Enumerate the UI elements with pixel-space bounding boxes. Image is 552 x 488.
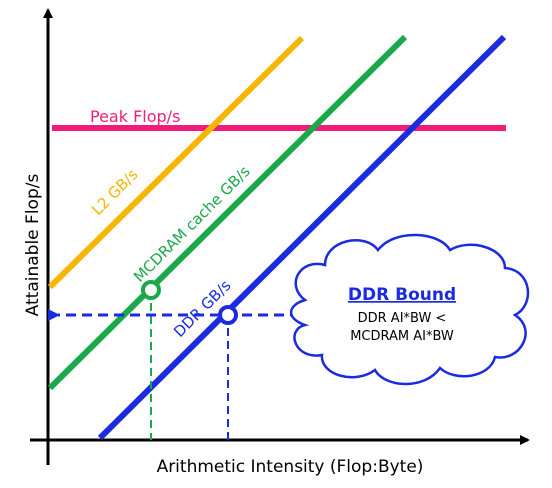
x-axis-label: Arithmetic Intensity (Flop:Byte) [157, 457, 424, 477]
ddr-bound-cloud [289, 233, 530, 386]
cloud-line-2: MCDRAM AI*BW [350, 329, 454, 344]
l2-bandwidth-line [47, 35, 305, 290]
mcdram-bandwidth-line [47, 34, 408, 391]
l2-label: L2 GB/s [88, 165, 141, 218]
cloud-title: DDR Bound [348, 285, 456, 305]
peak-flops-label: Peak Flop/s [90, 107, 180, 126]
mcdram-label: MCDRAM cache GB/s [130, 162, 254, 286]
cloud-line-1: DDR AI*BW < [358, 311, 447, 326]
ddr-intersection-marker [218, 305, 238, 325]
ddr-bandwidth-line [97, 34, 507, 441]
y-axis-label: Attainable Flop/s [23, 174, 43, 317]
mcdram-intersection-marker [141, 280, 161, 300]
